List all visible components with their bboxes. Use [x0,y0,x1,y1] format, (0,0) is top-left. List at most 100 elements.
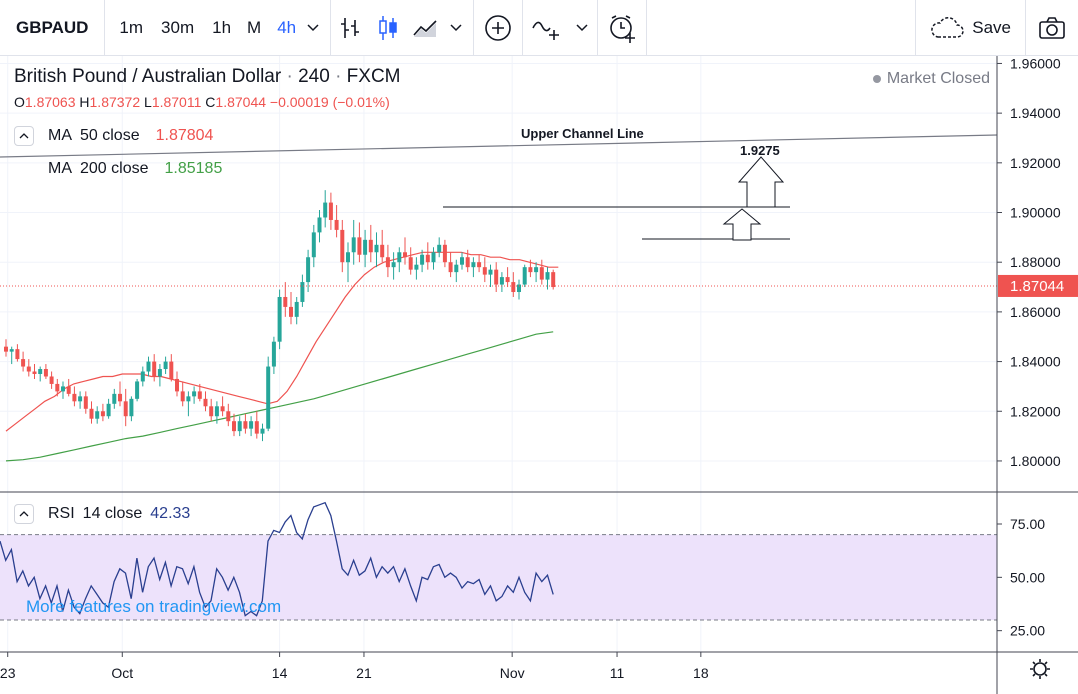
candle [374,232,379,268]
ma50-line [5,251,559,432]
interval-4h[interactable]: 4h [277,17,297,37]
candle-body [528,267,533,273]
interval-chevron-down-icon[interactable] [302,0,324,56]
chart-type-chevron-down-icon[interactable] [445,0,467,56]
candle [232,413,236,437]
candle-body [83,396,88,409]
high-value: 1.87372 [89,94,141,110]
candle [357,222,362,263]
candle-body [260,428,265,434]
candle [66,378,71,397]
candle [488,264,493,288]
price-tick-label: 1.80000 [1010,453,1061,469]
candle [442,239,447,268]
candle [283,282,288,317]
candle-body [551,272,556,288]
gear-icon[interactable] [1030,659,1050,679]
price-chart[interactable]: Upper Channel Line 1.9275 1.96000 1.94000… [0,56,1078,694]
rsi-collapse-chevron-up-icon[interactable] [14,504,34,524]
upper-channel-line[interactable] [0,134,998,158]
candle [511,272,516,297]
chart-legend: British Pound / Australian Dollar · 240 … [14,66,401,110]
bars-icon[interactable] [331,0,369,56]
camera-icon[interactable] [1026,0,1078,56]
interval-1h[interactable]: 1h [212,17,232,37]
high-label: H [79,94,90,110]
candle [180,381,185,407]
candle-body [106,403,111,417]
arrow-up-small[interactable] [722,208,762,241]
alert-icon[interactable] [598,0,646,56]
market-status-text: Market Closed [886,70,990,87]
candle-body [78,396,83,402]
candle [340,219,345,273]
upper-channel-label: Upper Channel Line [521,126,644,141]
symbol-search[interactable]: GBPAUD [16,17,89,37]
candle [414,257,419,280]
candle-body [140,371,145,382]
candle [460,252,464,270]
candle [49,371,54,389]
open-label: O [14,94,25,110]
candle-body [254,421,259,434]
candle-body [112,393,117,404]
compare-plus-icon[interactable] [474,0,522,56]
indicators-icon[interactable] [523,0,571,56]
indicators-chevron-down-icon[interactable] [571,0,593,56]
price-tick-label: 1.96000 [1010,56,1061,71]
price-tick-label: 1.84000 [1010,354,1061,370]
interval-1m[interactable]: 1m [119,17,144,37]
ma200-legend[interactable]: MA 200 close 1.85185 [48,160,222,178]
candle-body [118,393,122,402]
rsi-legend[interactable]: RSI 14 close 42.33 [14,504,190,524]
candle-body [397,252,402,263]
candle [534,262,539,283]
legend-dot: · [335,66,342,87]
ma200-label: MA [48,160,72,177]
candle [135,378,140,402]
candle [4,339,8,357]
candle-body [499,277,504,285]
candle [346,242,350,283]
ma200-line [5,331,554,462]
candles-icon[interactable] [369,0,407,56]
candle [454,259,459,283]
candle [43,364,48,379]
ma200-value: 1.85185 [164,160,223,177]
interval-30m[interactable]: 30m [161,17,195,37]
candle [311,224,316,268]
candle-body [129,398,134,417]
area-icon[interactable] [407,0,445,56]
candle-body [72,393,77,402]
candle [380,229,385,263]
candle [266,356,271,432]
interval-month[interactable]: M [247,17,262,37]
candle [408,247,413,275]
candle [140,366,145,387]
arrow-up-large[interactable] [737,156,785,208]
candle-body [294,301,299,317]
toolbar-divider [646,0,648,56]
candle-body [471,262,476,268]
save-button[interactable]: Save [916,0,1025,56]
candle-body [283,296,288,307]
time-tick-label: Oct [111,665,133,681]
pair-name: British Pound / Australian Dollar [14,66,282,87]
promo-link[interactable]: More features on tradingview.com [26,597,282,616]
price-tick-label: 1.86000 [1010,304,1061,320]
legend-title[interactable]: British Pound / Australian Dollar · 240 … [14,66,401,88]
ma50-legend[interactable]: MA 50 close 1.87804 [14,126,213,146]
candle-body [408,257,413,270]
candle-body [534,267,539,273]
candle [271,336,276,374]
candle-body [249,421,254,429]
candle [300,274,305,307]
candle-body [180,391,185,402]
cloud-icon [931,16,964,38]
candle [522,264,527,288]
candle-body [368,239,373,253]
candle [175,371,179,397]
candle [499,272,504,293]
candle [129,396,134,422]
collapse-chevron-up-icon[interactable] [14,126,34,146]
